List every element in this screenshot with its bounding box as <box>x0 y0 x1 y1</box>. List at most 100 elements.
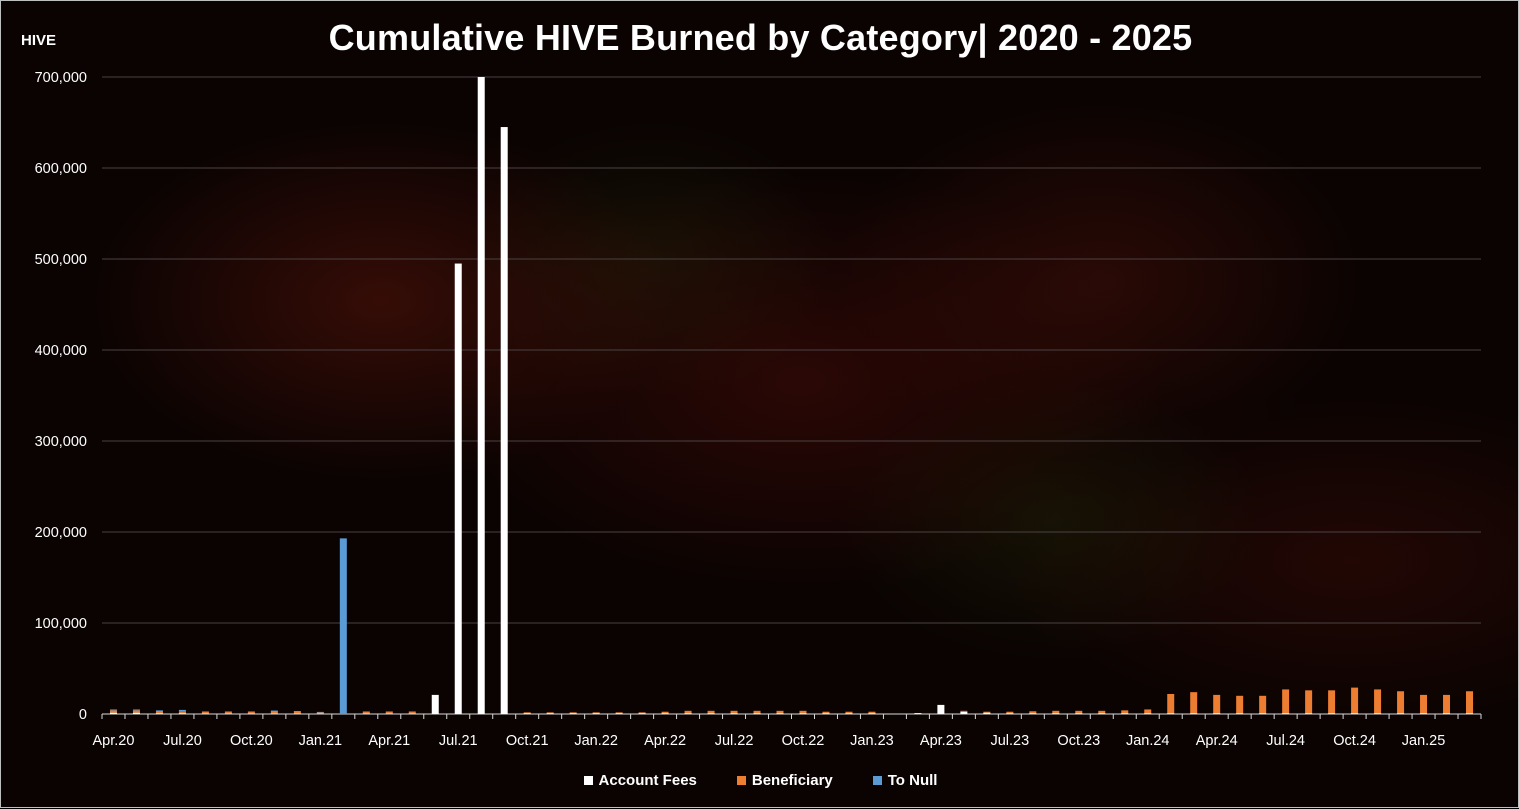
bar-account-fees <box>1213 713 1221 714</box>
bar-beneficiary <box>569 712 577 714</box>
bar-beneficiary <box>1305 690 1313 714</box>
bar-account-fees <box>684 713 692 714</box>
bar-account-fees <box>960 711 968 714</box>
x-tick-label: Apr.20 <box>93 733 135 749</box>
bar-account-fees <box>1121 713 1129 714</box>
bar-beneficiary <box>1282 689 1290 714</box>
bar-account-fees <box>155 713 163 714</box>
chart-title: Cumulative HIVE Burned by Category| 2020… <box>328 17 1193 58</box>
bar-account-fees <box>1236 713 1244 714</box>
bar-to-null <box>178 709 186 712</box>
bar-account-fees <box>1420 713 1428 714</box>
bar-account-fees <box>201 713 209 714</box>
bar-beneficiary <box>1167 693 1175 714</box>
bar-beneficiary <box>1029 711 1037 714</box>
bar-beneficiary <box>109 710 117 713</box>
bar-beneficiary <box>1328 690 1336 714</box>
bar-account-fees <box>569 713 577 714</box>
bar-account-fees <box>270 713 278 714</box>
bar-beneficiary <box>408 711 416 714</box>
bar-to-null <box>201 711 209 713</box>
bar-beneficiary <box>270 710 278 714</box>
bar-account-fees <box>1167 713 1175 714</box>
bar-account-fees <box>1351 713 1359 714</box>
x-tick-label: Oct.21 <box>506 733 549 749</box>
x-tick-label: Jan.22 <box>574 733 618 749</box>
bar-beneficiary <box>1213 694 1221 714</box>
x-tick-label: Jul.24 <box>1266 733 1305 749</box>
x-tick-label: Oct.22 <box>782 733 825 749</box>
bar-beneficiary <box>799 710 807 714</box>
bar-beneficiary <box>776 710 784 714</box>
x-tick-label: Oct.24 <box>1333 733 1376 749</box>
legend-swatch-account-fees <box>583 776 593 785</box>
bar-beneficiary <box>385 711 393 714</box>
bar-account-fees <box>868 713 876 714</box>
bar-account-fees <box>707 713 715 714</box>
bar-account-fees <box>1443 713 1451 714</box>
bar-to-null <box>270 710 278 712</box>
bar-account-fees <box>1098 713 1106 714</box>
bar-beneficiary <box>1144 709 1152 714</box>
bar-account-fees <box>109 712 117 714</box>
bar-account-fees <box>822 713 830 714</box>
bar-account-fees <box>316 713 324 714</box>
bar-account-fees <box>937 704 945 714</box>
bar-beneficiary <box>155 710 163 714</box>
bar-beneficiary <box>1443 694 1451 714</box>
bar-account-fees <box>1466 713 1474 714</box>
bar-beneficiary <box>1121 710 1129 714</box>
x-tick-label: Apr.21 <box>368 733 410 749</box>
legend-item-to-null[interactable]: To Null <box>872 772 937 789</box>
x-tick-label: Apr.22 <box>644 733 686 749</box>
bar-account-fees <box>914 713 922 714</box>
bar-beneficiary <box>201 711 209 714</box>
x-tick-label: Jan.23 <box>850 733 894 749</box>
bar-beneficiary <box>960 710 968 712</box>
x-tick-label: Jul.22 <box>715 733 754 749</box>
bar-account-fees <box>1397 713 1405 714</box>
bar-account-fees <box>362 713 370 714</box>
bar-account-fees <box>592 713 600 714</box>
legend-item-account-fees[interactable]: Account Fees <box>583 772 697 789</box>
bar-beneficiary <box>1098 710 1106 714</box>
bar-account-fees <box>730 713 738 714</box>
bar-account-fees <box>546 713 554 714</box>
legend-swatch-beneficiary <box>736 776 746 785</box>
bar-beneficiary <box>1466 691 1474 714</box>
bar-beneficiary <box>523 712 531 714</box>
bar-account-fees <box>477 77 485 714</box>
y-tick-label: 700,000 <box>35 70 87 86</box>
bar-account-fees <box>1374 713 1382 714</box>
x-tick-label: Apr.24 <box>1196 733 1238 749</box>
bar-account-fees <box>1144 713 1152 714</box>
x-tick-label: Jan.24 <box>1126 733 1170 749</box>
bar-beneficiary <box>247 711 255 714</box>
y-axis-unit-label: HIVE <box>21 32 57 49</box>
bar-to-null <box>247 711 255 713</box>
bar-beneficiary <box>684 710 692 714</box>
bar-account-fees <box>132 712 140 714</box>
bar-beneficiary <box>178 711 186 714</box>
bar-account-fees <box>845 713 853 714</box>
bar-beneficiary <box>845 711 853 714</box>
bar-account-fees <box>1006 713 1014 714</box>
bar-account-fees <box>661 713 669 714</box>
bar-account-fees <box>1328 713 1336 714</box>
bar-to-null <box>155 710 163 711</box>
bar-account-fees <box>983 712 991 714</box>
bar-beneficiary <box>224 711 232 714</box>
y-tick-label: 0 <box>79 707 87 723</box>
bar-account-fees <box>1075 713 1083 714</box>
bar-beneficiary <box>1236 695 1244 714</box>
bar-to-null <box>132 709 140 711</box>
x-tick-label: Apr.23 <box>920 733 962 749</box>
bar-beneficiary <box>1190 692 1198 714</box>
x-tick-label: Oct.23 <box>1057 733 1100 749</box>
bar-beneficiary <box>661 711 669 714</box>
bar-beneficiary <box>983 711 991 713</box>
bar-account-fees <box>1190 713 1198 714</box>
legend-item-beneficiary[interactable]: Beneficiary <box>736 772 833 789</box>
